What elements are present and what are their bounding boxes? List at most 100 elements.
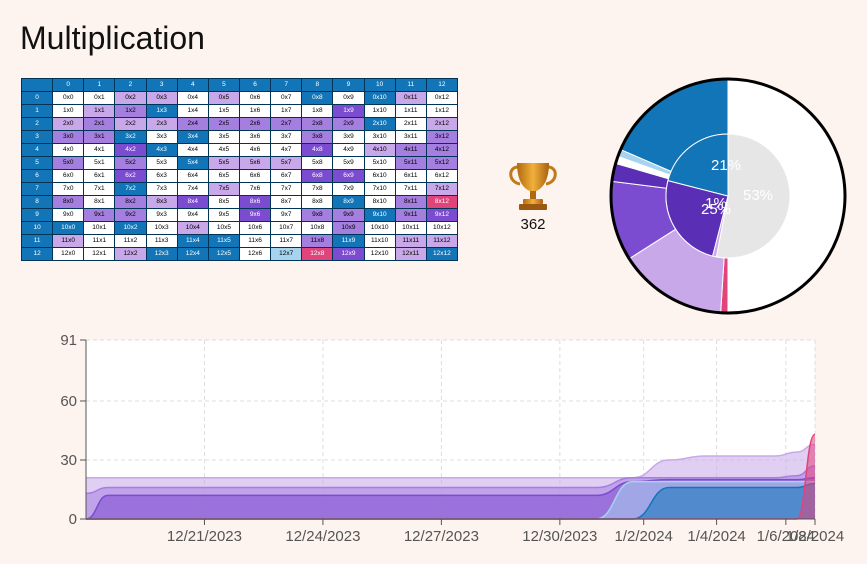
table-cell[interactable]: 4x6 — [238, 143, 272, 157]
table-cell[interactable]: 3x3 — [145, 130, 178, 144]
table-cell[interactable]: 5x9 — [332, 156, 365, 170]
table-cell[interactable]: 8x3 — [145, 195, 178, 209]
table-cell[interactable]: 9x8 — [301, 208, 334, 222]
table-cell[interactable]: 10x2 — [114, 221, 147, 235]
table-cell[interactable]: 1x10 — [363, 104, 396, 118]
table-cell[interactable]: 9x9 — [332, 208, 365, 222]
table-cell[interactable]: 11x9 — [332, 234, 365, 248]
table-cell[interactable]: 6x8 — [301, 169, 334, 183]
table-cell[interactable]: 4x7 — [270, 143, 303, 157]
table-cell[interactable]: 5x12 — [425, 156, 459, 170]
table-cell[interactable]: 5x0 — [52, 156, 85, 170]
table-cell[interactable]: 6x6 — [238, 169, 272, 183]
table-cell[interactable]: 0x9 — [332, 91, 365, 105]
table-cell[interactable]: 6x2 — [114, 169, 147, 183]
table-cell[interactable]: 0x5 — [207, 91, 240, 105]
table-cell[interactable]: 11x1 — [83, 234, 116, 248]
table-cell[interactable]: 10x5 — [207, 221, 240, 235]
table-cell[interactable]: 4x2 — [114, 143, 147, 157]
table-cell[interactable]: 5x11 — [394, 156, 427, 170]
table-cell[interactable]: 11x12 — [425, 234, 459, 248]
table-cell[interactable]: 12x7 — [270, 247, 303, 261]
table-cell[interactable]: 3x6 — [238, 130, 272, 144]
table-cell[interactable]: 9x10 — [363, 208, 396, 222]
table-cell[interactable]: 11x0 — [52, 234, 85, 248]
table-cell[interactable]: 1x1 — [83, 104, 116, 118]
table-cell[interactable]: 5x6 — [238, 156, 272, 170]
table-cell[interactable]: 4x8 — [301, 143, 334, 157]
table-cell[interactable]: 5x4 — [176, 156, 209, 170]
table-cell[interactable]: 4x9 — [332, 143, 365, 157]
table-cell[interactable]: 1x3 — [145, 104, 178, 118]
table-cell[interactable]: 4x4 — [176, 143, 209, 157]
table-cell[interactable]: 3x12 — [425, 130, 459, 144]
table-cell[interactable]: 2x3 — [145, 117, 178, 131]
table-cell[interactable]: 2x5 — [207, 117, 240, 131]
table-cell[interactable]: 3x11 — [394, 130, 427, 144]
table-cell[interactable]: 11x5 — [207, 234, 240, 248]
table-cell[interactable]: 11x3 — [145, 234, 178, 248]
table-cell[interactable]: 12x0 — [52, 247, 85, 261]
table-cell[interactable]: 3x8 — [301, 130, 334, 144]
table-cell[interactable]: 1x4 — [176, 104, 209, 118]
table-cell[interactable]: 0x7 — [270, 91, 303, 105]
table-cell[interactable]: 11x10 — [363, 234, 396, 248]
table-cell[interactable]: 7x5 — [207, 182, 240, 196]
table-cell[interactable]: 11x8 — [301, 234, 334, 248]
table-cell[interactable]: 10x0 — [52, 221, 85, 235]
table-cell[interactable]: 8x11 — [394, 195, 427, 209]
table-cell[interactable]: 2x6 — [238, 117, 272, 131]
table-cell[interactable]: 4x0 — [52, 143, 85, 157]
table-cell[interactable]: 2x11 — [394, 117, 427, 131]
table-cell[interactable]: 7x2 — [114, 182, 147, 196]
table-cell[interactable]: 12x11 — [394, 247, 427, 261]
table-cell[interactable]: 7x3 — [145, 182, 178, 196]
table-cell[interactable]: 8x6 — [238, 195, 272, 209]
table-cell[interactable]: 5x10 — [363, 156, 396, 170]
table-cell[interactable]: 8x12 — [425, 195, 459, 209]
table-cell[interactable]: 9x4 — [176, 208, 209, 222]
table-cell[interactable]: 6x7 — [270, 169, 303, 183]
table-cell[interactable]: 12x10 — [363, 247, 396, 261]
table-cell[interactable]: 6x5 — [207, 169, 240, 183]
table-cell[interactable]: 9x12 — [425, 208, 459, 222]
table-cell[interactable]: 7x10 — [363, 182, 396, 196]
table-cell[interactable]: 8x7 — [270, 195, 303, 209]
table-cell[interactable]: 1x7 — [270, 104, 303, 118]
table-cell[interactable]: 0x1 — [83, 91, 116, 105]
table-cell[interactable]: 11x2 — [114, 234, 147, 248]
table-cell[interactable]: 9x11 — [394, 208, 427, 222]
table-cell[interactable]: 10x7 — [270, 221, 303, 235]
table-cell[interactable]: 10x6 — [238, 221, 272, 235]
table-cell[interactable]: 5x1 — [83, 156, 116, 170]
table-cell[interactable]: 8x8 — [301, 195, 334, 209]
table-cell[interactable]: 7x0 — [52, 182, 85, 196]
table-cell[interactable]: 0x4 — [176, 91, 209, 105]
table-cell[interactable]: 2x12 — [425, 117, 459, 131]
table-cell[interactable]: 6x10 — [363, 169, 396, 183]
table-cell[interactable]: 2x8 — [301, 117, 334, 131]
table-cell[interactable]: 4x3 — [145, 143, 178, 157]
table-cell[interactable]: 7x1 — [83, 182, 116, 196]
table-cell[interactable]: 2x0 — [52, 117, 85, 131]
table-cell[interactable]: 1x9 — [332, 104, 365, 118]
table-cell[interactable]: 2x10 — [363, 117, 396, 131]
table-cell[interactable]: 4x11 — [394, 143, 427, 157]
table-cell[interactable]: 9x2 — [114, 208, 147, 222]
table-cell[interactable]: 12x5 — [207, 247, 240, 261]
table-cell[interactable]: 12x1 — [83, 247, 116, 261]
table-cell[interactable]: 5x7 — [270, 156, 303, 170]
table-cell[interactable]: 5x3 — [145, 156, 178, 170]
table-cell[interactable]: 12x8 — [301, 247, 334, 261]
table-cell[interactable]: 2x4 — [176, 117, 209, 131]
table-cell[interactable]: 7x11 — [394, 182, 427, 196]
table-cell[interactable]: 11x4 — [176, 234, 209, 248]
table-cell[interactable]: 12x2 — [114, 247, 147, 261]
table-cell[interactable]: 8x0 — [52, 195, 85, 209]
table-cell[interactable]: 12x3 — [145, 247, 178, 261]
table-cell[interactable]: 6x12 — [425, 169, 459, 183]
table-cell[interactable]: 7x9 — [332, 182, 365, 196]
table-cell[interactable]: 5x2 — [114, 156, 147, 170]
table-cell[interactable]: 1x0 — [52, 104, 85, 118]
table-cell[interactable]: 10x11 — [394, 221, 427, 235]
